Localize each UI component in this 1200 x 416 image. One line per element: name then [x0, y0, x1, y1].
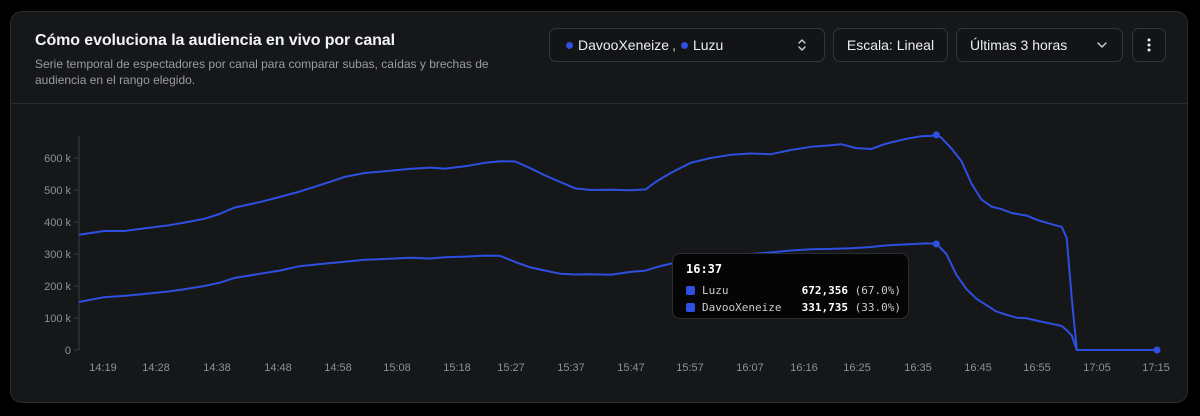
- x-tick-label: 16:35: [904, 362, 932, 374]
- tooltip-time: 16:37: [686, 262, 723, 276]
- x-tick-label: 14:48: [264, 362, 292, 374]
- highlight-point-davooxeneize: [932, 240, 940, 248]
- chevron-down-icon: [1097, 42, 1107, 48]
- scale-label: Escala: Lineal: [846, 37, 935, 53]
- y-tick-label: 400 k: [44, 217, 71, 229]
- series-line-davooxeneize: [78, 242, 1157, 351]
- channel-label-davoo: DavooXeneize: [578, 37, 670, 53]
- series-line-luzu: [78, 133, 1157, 351]
- tooltip-series-value: 672,356 (67.0%): [801, 284, 901, 297]
- tooltip-row-luzu: Luzu 672,356 (67.0%): [686, 284, 901, 298]
- y-tick-label: 100 k: [44, 313, 71, 325]
- more-options-button[interactable]: [1132, 28, 1166, 62]
- y-tick-label: 200 k: [44, 281, 71, 293]
- series-swatch-icon: [686, 286, 695, 295]
- x-tick-label: 16:25: [843, 362, 871, 374]
- x-tick-label: 15:57: [676, 362, 704, 374]
- channel-separator: ,: [672, 37, 676, 53]
- tooltip-series-name: DavooXeneize: [702, 301, 782, 314]
- x-tick-label: 14:38: [203, 362, 231, 374]
- time-range-label: Últimas 3 horas: [970, 37, 1068, 53]
- tooltip-row-davooxeneize: DavooXeneize 331,735 (33.0%): [686, 301, 901, 315]
- time-range-select[interactable]: Últimas 3 horas: [956, 28, 1123, 62]
- x-tick-label: 15:08: [383, 362, 411, 374]
- x-tick-label: 16:45: [964, 362, 992, 374]
- y-tick-label: 300 k: [44, 249, 71, 261]
- tooltip-series-name: Luzu: [702, 284, 729, 297]
- series-swatch-icon: [686, 303, 695, 312]
- channel-dot-icon: [566, 41, 573, 49]
- x-tick-label: 14:19: [89, 362, 117, 374]
- x-tick-label: 16:55: [1023, 362, 1051, 374]
- channel-select[interactable]: DavooXeneize , Luzu: [549, 28, 825, 62]
- x-tick-label: 14:28: [142, 362, 170, 374]
- x-tick-label: 15:18: [443, 362, 471, 374]
- x-tick-label: 15:47: [617, 362, 645, 374]
- x-tick-label: 16:07: [736, 362, 764, 374]
- x-tick-label: 17:15: [1142, 362, 1170, 374]
- scale-toggle-button[interactable]: Escala: Lineal: [833, 28, 948, 62]
- card-header: Cómo evoluciona la audiencia en vivo por…: [11, 12, 1187, 104]
- tooltip-series-value: 331,735 (33.0%): [801, 301, 901, 314]
- x-tick-label: 15:27: [497, 362, 525, 374]
- chart-tooltip: 16:37 Luzu 672,356 (67.0%) DavooXeneize …: [672, 253, 909, 319]
- channel-label-luzu: Luzu: [692, 37, 724, 53]
- y-tick-label: 500 k: [44, 185, 71, 197]
- x-tick-label: 14:58: [324, 362, 352, 374]
- y-tick-label: 600 k: [44, 153, 71, 165]
- highlight-point-end: [1153, 346, 1161, 354]
- x-tick-label: 16:16: [790, 362, 818, 374]
- highlight-point-luzu: [932, 131, 940, 139]
- chart-title: Cómo evoluciona la audiencia en vivo por…: [35, 32, 395, 49]
- y-tick-label: 0: [65, 345, 71, 357]
- channel-dot-icon: [680, 41, 688, 49]
- more-vertical-icon: [1147, 38, 1151, 52]
- chart-subtitle: Serie temporal de espectadores por canal…: [35, 57, 489, 87]
- x-tick-label: 17:05: [1083, 362, 1111, 374]
- x-tick-label: 15:37: [557, 362, 585, 374]
- chevron-up-down-icon: [798, 39, 806, 51]
